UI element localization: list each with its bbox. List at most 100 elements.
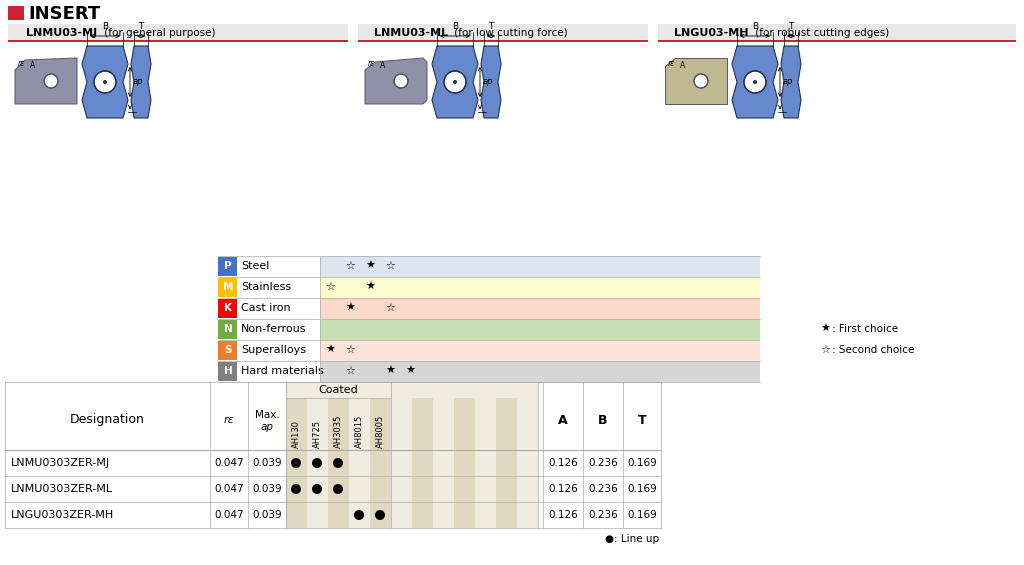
Bar xyxy=(319,319,760,340)
Text: INSERT: INSERT xyxy=(28,5,100,23)
Text: ☆: ☆ xyxy=(345,366,355,376)
Text: rε: rε xyxy=(223,415,234,425)
Text: P: P xyxy=(224,261,231,271)
Text: A: A xyxy=(380,62,386,71)
Text: AH725: AH725 xyxy=(312,420,322,448)
Text: ★: ★ xyxy=(325,345,335,355)
Circle shape xyxy=(444,71,466,93)
Bar xyxy=(433,502,454,528)
Bar xyxy=(370,502,391,528)
Text: : Second choice: : Second choice xyxy=(831,345,914,355)
Bar xyxy=(454,398,475,450)
Text: ☆: ☆ xyxy=(345,345,355,355)
Text: T: T xyxy=(138,22,143,31)
Circle shape xyxy=(312,458,322,468)
Text: M: M xyxy=(223,282,233,292)
Circle shape xyxy=(354,510,364,520)
Text: A: A xyxy=(558,414,568,427)
Bar xyxy=(8,6,24,20)
Bar xyxy=(454,502,475,528)
Text: 0.126: 0.126 xyxy=(548,510,578,520)
Text: 0.047: 0.047 xyxy=(214,484,244,494)
Text: LNMU0303ZER-ML: LNMU0303ZER-ML xyxy=(11,484,113,494)
Bar xyxy=(349,450,370,476)
Bar xyxy=(475,502,496,528)
Text: T: T xyxy=(788,22,794,31)
Circle shape xyxy=(694,74,708,88)
Bar xyxy=(218,362,237,381)
Text: T: T xyxy=(488,22,494,31)
Text: 0.169: 0.169 xyxy=(627,458,656,468)
Bar xyxy=(517,450,538,476)
Text: 0.169: 0.169 xyxy=(627,510,656,520)
Circle shape xyxy=(291,484,301,494)
Text: ★: ★ xyxy=(365,261,375,271)
Bar xyxy=(349,398,370,450)
Polygon shape xyxy=(432,46,478,118)
Polygon shape xyxy=(781,46,801,118)
Text: 0.047: 0.047 xyxy=(214,510,244,520)
Text: rε: rε xyxy=(368,59,375,67)
Circle shape xyxy=(103,80,106,84)
Text: Steel: Steel xyxy=(241,261,269,271)
Text: (for low cutting force): (for low cutting force) xyxy=(451,28,567,38)
Text: ★: ★ xyxy=(406,366,415,376)
Text: H: H xyxy=(223,366,232,376)
Text: AH8015: AH8015 xyxy=(354,415,364,448)
Bar xyxy=(370,450,391,476)
Text: LNMU0303ZER-MJ: LNMU0303ZER-MJ xyxy=(11,458,111,468)
Bar xyxy=(319,277,760,298)
Text: Max.: Max. xyxy=(255,410,280,420)
Bar xyxy=(307,450,328,476)
Text: A: A xyxy=(31,62,36,71)
Polygon shape xyxy=(365,58,427,104)
Text: LNGU03-MH: LNGU03-MH xyxy=(674,28,749,38)
Text: 0.236: 0.236 xyxy=(588,458,617,468)
Text: 0.236: 0.236 xyxy=(588,510,617,520)
Bar xyxy=(286,398,307,450)
Bar xyxy=(412,450,433,476)
Bar xyxy=(454,450,475,476)
Bar xyxy=(286,476,307,502)
Text: 0.039: 0.039 xyxy=(252,458,282,468)
Text: ☆: ☆ xyxy=(820,345,830,355)
Text: ap: ap xyxy=(783,77,794,86)
Text: Designation: Designation xyxy=(70,414,144,427)
Text: ★: ★ xyxy=(820,324,830,334)
Bar xyxy=(358,24,648,42)
Text: ☆: ☆ xyxy=(345,261,355,271)
Bar xyxy=(370,476,391,502)
Text: 0.039: 0.039 xyxy=(252,510,282,520)
Circle shape xyxy=(394,74,408,88)
Circle shape xyxy=(375,510,385,520)
Bar xyxy=(286,502,307,528)
Text: ★: ★ xyxy=(385,366,395,376)
Text: B: B xyxy=(598,414,608,427)
Bar xyxy=(286,450,307,476)
Bar xyxy=(8,24,348,42)
Polygon shape xyxy=(665,58,727,104)
Text: 0.126: 0.126 xyxy=(548,458,578,468)
Circle shape xyxy=(453,80,457,84)
Bar xyxy=(391,502,412,528)
Bar xyxy=(658,24,1016,42)
Bar xyxy=(349,476,370,502)
Polygon shape xyxy=(82,46,128,118)
Polygon shape xyxy=(15,58,77,104)
Bar xyxy=(328,502,349,528)
Circle shape xyxy=(753,80,757,84)
Bar xyxy=(328,476,349,502)
Text: ★: ★ xyxy=(365,282,375,292)
Polygon shape xyxy=(732,46,778,118)
Bar xyxy=(496,476,517,502)
Bar xyxy=(391,476,412,502)
Text: B: B xyxy=(102,22,109,31)
Text: ★: ★ xyxy=(345,303,355,313)
Text: N: N xyxy=(223,324,232,334)
Text: Hard materials: Hard materials xyxy=(241,366,324,376)
Text: 0.236: 0.236 xyxy=(588,484,617,494)
Bar xyxy=(319,340,760,361)
Bar xyxy=(412,398,433,450)
Bar xyxy=(319,361,760,382)
Text: ap: ap xyxy=(133,77,143,86)
